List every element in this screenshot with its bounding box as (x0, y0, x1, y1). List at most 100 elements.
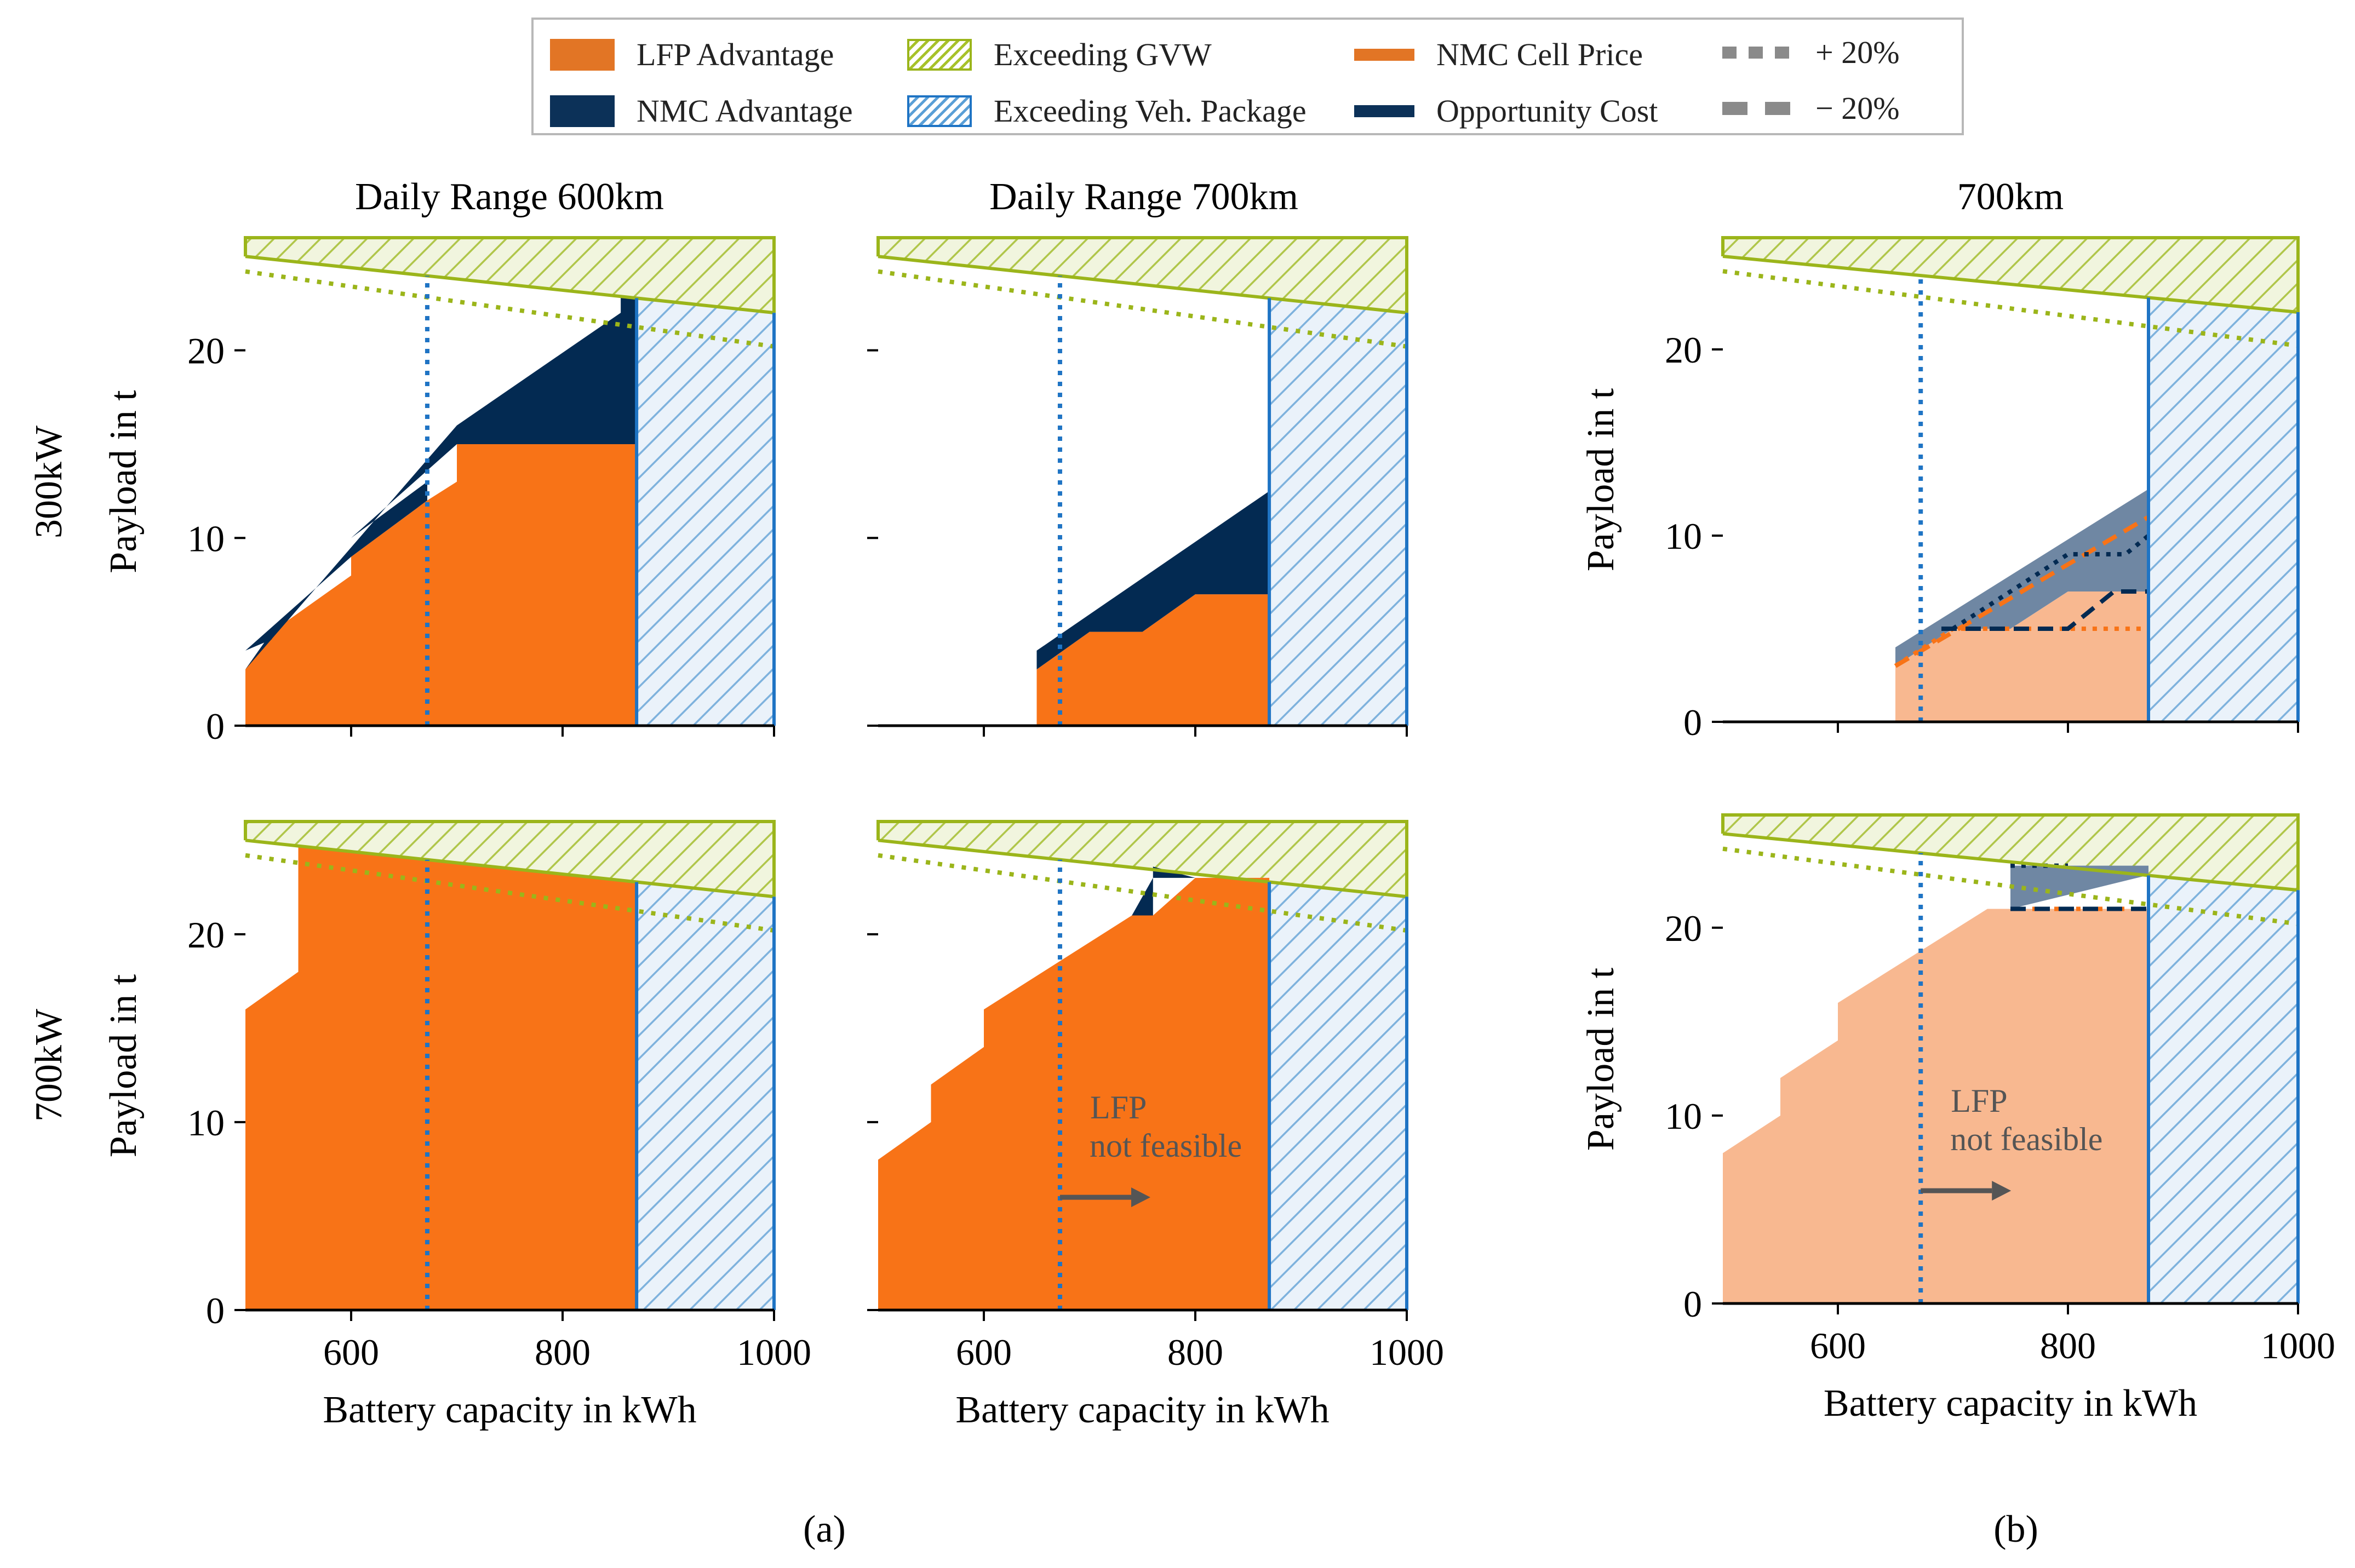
row-label: 700kW (28, 1009, 70, 1122)
legend-label: NMC Advantage (637, 93, 853, 129)
lfp-advantage-swatch (550, 38, 615, 71)
exceeding-gvw-area (245, 238, 774, 313)
gvw-limit-dotted-line (245, 853, 775, 933)
lfp-advantage-area (245, 444, 637, 726)
gvw-limit-line (245, 838, 775, 899)
gvw-limit-dotted-line (1722, 269, 2299, 348)
exceeding-package-area (637, 882, 774, 1310)
legend-item-exceeding-package: Exceeding Veh. Package (907, 93, 1307, 129)
x-tick-label: 1000 (1370, 1331, 1444, 1373)
panel-title: Daily Range 600km (355, 176, 664, 218)
legend-item-plus20: + 20% (1722, 34, 1900, 71)
gvw-box-outline (244, 820, 776, 897)
legend-label: Exceeding GVW (994, 37, 1212, 72)
x-axis-label: Battery capacity in kWh (323, 1389, 696, 1431)
row-label: 300kW (28, 426, 70, 538)
legend-label: − 20% (1815, 90, 1900, 126)
legend-item-minus20: − 20% (1722, 90, 1900, 127)
panel-title: 700km (1957, 176, 2064, 218)
legend-label: Exceeding Veh. Package (994, 93, 1307, 129)
exceeding-gvw-area (245, 822, 774, 897)
chart-panel: 600 800 1000 0 10 20 Payload in t Battery capac… (1580, 813, 2335, 1425)
gvw-box-outline (876, 820, 1408, 897)
gvw-box-outline (244, 236, 776, 313)
nmc-cell-price-swatch (1354, 48, 1414, 61)
x-tick-label: 1000 (2261, 1325, 2335, 1366)
y-tick-label: 10 (187, 1102, 225, 1144)
nmc-advantage-area (245, 297, 637, 670)
nmc-advantage-area (1036, 491, 1270, 670)
chart-panel: 600 800 1000 Battery capacity in kWh LFP not … (867, 820, 1444, 1431)
gvw-box-outline (1721, 236, 2300, 312)
exceeding-package-area (1269, 882, 1407, 1310)
x-tick-label: 600 (956, 1331, 1012, 1373)
exceeding-package-area (1269, 298, 1407, 726)
y-axis-label: Payload in t (102, 390, 145, 573)
chart-panel (867, 236, 1408, 737)
exceeding-gvw-area (1723, 238, 2298, 312)
y-tick-label: 0 (206, 705, 225, 747)
exceeding-package-area (2148, 875, 2298, 1303)
y-axis-label: Payload in t (1580, 388, 1622, 571)
gvw-limit-dotted-line (1722, 846, 2299, 926)
y-axis-label: Payload in t (102, 974, 145, 1157)
y-tick-label: 20 (1665, 329, 1702, 371)
chart-panel: 0 10 20 Payload in t (1580, 236, 2300, 743)
exceeding-gvw-area (878, 238, 1407, 313)
gvw-limit-line (1722, 832, 2299, 892)
y-tick-label: 20 (187, 914, 225, 956)
lfp-not-feasible-annotation: LFP not feasible (1090, 1089, 1242, 1164)
x-tick-label: 800 (1167, 1331, 1223, 1373)
gvw-box-outline (1721, 813, 2300, 891)
gvw-limit-line (245, 255, 775, 315)
opportunity-cost-minus20-line (1941, 589, 2148, 631)
gvw-limit-dotted-line (245, 269, 775, 349)
y-tick-label: 20 (187, 330, 225, 372)
exceeding-gvw-area (878, 822, 1407, 897)
dotted-line-swatch (1722, 46, 1794, 59)
gvw-limit-line (1722, 255, 2299, 314)
y-tick-label: 10 (1665, 515, 1702, 557)
y-tick-label: 0 (206, 1290, 225, 1331)
lfp-advantage-area (1723, 909, 2148, 1303)
legend-item-nmc-advantage: NMC Advantage (550, 93, 853, 129)
gvw-limit-dotted-line (878, 269, 1407, 349)
panel-label-b: (b) (1993, 1508, 2038, 1550)
arrow-head (1131, 1187, 1150, 1208)
package-hatch-swatch (907, 95, 972, 127)
x-axis-label: Battery capacity in kWh (955, 1389, 1329, 1431)
legend: LFP Advantage NMC Advantage Exceeding GV… (531, 18, 1964, 135)
gvw-box-outline (876, 236, 1408, 313)
nmc-advantage-swatch (550, 95, 615, 127)
legend-item-opportunity-cost: Opportunity Cost (1354, 93, 1658, 129)
x-tick-label: 800 (535, 1331, 591, 1373)
chart-panel: 600 800 1000 0 10 20 Payload in t Battery capac… (102, 820, 811, 1431)
legend-label: Opportunity Cost (1436, 93, 1658, 129)
y-tick-label: 10 (1665, 1095, 1702, 1137)
nmc-advantage-area (1132, 866, 1195, 916)
gvw-limit-dotted-line (878, 853, 1407, 933)
y-tick-label: 10 (187, 518, 225, 559)
nmc-advantage-range (1895, 489, 2148, 666)
y-tick-label: 0 (1683, 702, 1702, 743)
chart-panel: 0 10 20 Payload in t (102, 236, 776, 747)
lfp-advantage-area (878, 877, 1270, 1310)
y-axis-label: Payload in t (1580, 967, 1622, 1151)
legend-item-exceeding-gvw: Exceeding GVW (907, 36, 1212, 73)
legend-item-lfp-advantage: LFP Advantage (550, 36, 834, 73)
gvw-limit-line (878, 838, 1407, 899)
exceeding-package-area (637, 298, 774, 726)
y-tick-label: 20 (1665, 908, 1702, 949)
lfp-advantage-area (1036, 594, 1270, 726)
arrow-head (1992, 1181, 2012, 1201)
legend-item-nmc-cell-price: NMC Cell Price (1354, 36, 1643, 73)
y-tick-label: 0 (1683, 1283, 1702, 1325)
x-tick-label: 800 (2040, 1325, 2096, 1366)
x-tick-label: 600 (1810, 1325, 1866, 1366)
exceeding-gvw-area (1723, 815, 2298, 891)
x-tick-label: 1000 (737, 1331, 811, 1373)
panel-label-a: (a) (803, 1508, 846, 1550)
legend-label: LFP Advantage (637, 37, 834, 72)
x-tick-label: 600 (323, 1331, 379, 1373)
